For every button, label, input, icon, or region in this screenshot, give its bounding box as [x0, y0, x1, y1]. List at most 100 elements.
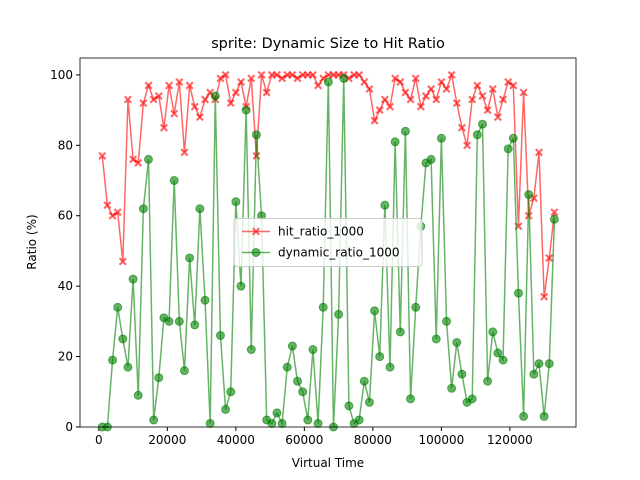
marker [216, 74, 225, 83]
marker [549, 214, 559, 224]
x-tick-label: 20000 [148, 433, 186, 447]
y-axis-label: Ratio (%) [25, 214, 39, 269]
marker [406, 95, 415, 104]
marker [447, 70, 456, 79]
x-tick-label: 80000 [354, 433, 392, 447]
marker [201, 95, 210, 104]
marker [293, 376, 303, 386]
marker [159, 123, 168, 132]
marker [175, 77, 184, 86]
marker [272, 70, 281, 79]
x-tick-label: 100000 [418, 433, 464, 447]
marker [493, 113, 502, 122]
marker [226, 99, 235, 108]
marker [447, 383, 457, 393]
marker [359, 376, 369, 386]
marker [118, 334, 128, 344]
marker [113, 208, 122, 217]
marker [287, 341, 297, 351]
marker [303, 415, 313, 425]
marker [344, 401, 354, 411]
marker [308, 345, 318, 355]
marker [427, 84, 436, 93]
legend-marker [252, 227, 260, 236]
marker [354, 415, 364, 425]
marker [129, 155, 138, 164]
marker [519, 411, 529, 421]
marker [134, 158, 143, 167]
marker [318, 302, 328, 312]
x-tick-label: 0 [95, 433, 103, 447]
marker [432, 95, 441, 104]
marker [236, 77, 245, 86]
marker [123, 95, 132, 104]
marker [113, 302, 123, 312]
y-tick-label: 80 [58, 138, 73, 152]
marker [411, 74, 420, 83]
marker [529, 369, 539, 379]
marker [277, 418, 287, 428]
marker [437, 77, 446, 86]
marker [519, 88, 528, 97]
marker [534, 359, 544, 369]
marker [246, 345, 256, 355]
marker [257, 70, 266, 79]
marker [411, 302, 421, 312]
marker [128, 274, 138, 284]
x-axis-label: Virtual Time [292, 456, 364, 470]
marker [416, 102, 425, 111]
marker [149, 95, 158, 104]
marker [508, 133, 518, 143]
marker [334, 309, 344, 319]
marker [164, 316, 174, 326]
marker [231, 88, 240, 97]
marker [231, 197, 241, 207]
marker [380, 95, 389, 104]
marker [272, 408, 282, 418]
marker [513, 288, 523, 298]
marker [190, 102, 199, 111]
marker [308, 70, 317, 79]
marker [339, 73, 349, 83]
marker [165, 81, 174, 90]
marker [473, 81, 482, 90]
y-tick-label: 100 [50, 68, 73, 82]
marker [488, 84, 497, 93]
marker [503, 144, 513, 154]
marker [493, 348, 503, 358]
marker [108, 211, 117, 220]
x-tick-label: 120000 [487, 433, 533, 447]
legend-label: hit_ratio_1000 [278, 225, 364, 239]
marker [205, 418, 215, 428]
marker [154, 373, 164, 383]
marker [278, 74, 287, 83]
marker [535, 148, 544, 157]
marker [401, 88, 410, 97]
legend-box [233, 218, 423, 267]
marker [457, 369, 467, 379]
marker [385, 362, 395, 372]
marker [524, 190, 534, 200]
marker [421, 92, 430, 101]
legend-marker [251, 248, 261, 257]
marker [293, 74, 302, 83]
marker [386, 102, 394, 111]
marker [144, 154, 154, 164]
x-tick-label: 60000 [285, 433, 323, 447]
marker [144, 81, 153, 90]
marker [298, 387, 308, 397]
marker [498, 355, 508, 365]
marker [540, 292, 549, 301]
marker [396, 77, 405, 86]
marker [154, 92, 163, 101]
marker [550, 208, 559, 217]
marker [355, 70, 364, 79]
legend: hit_ratio_1000 dynamic_ratio_1000 [233, 218, 423, 267]
marker [375, 352, 385, 362]
x-tick-label: 40000 [217, 433, 255, 447]
marker [241, 105, 251, 115]
marker [195, 204, 205, 214]
marker [288, 70, 297, 79]
marker [190, 320, 200, 330]
